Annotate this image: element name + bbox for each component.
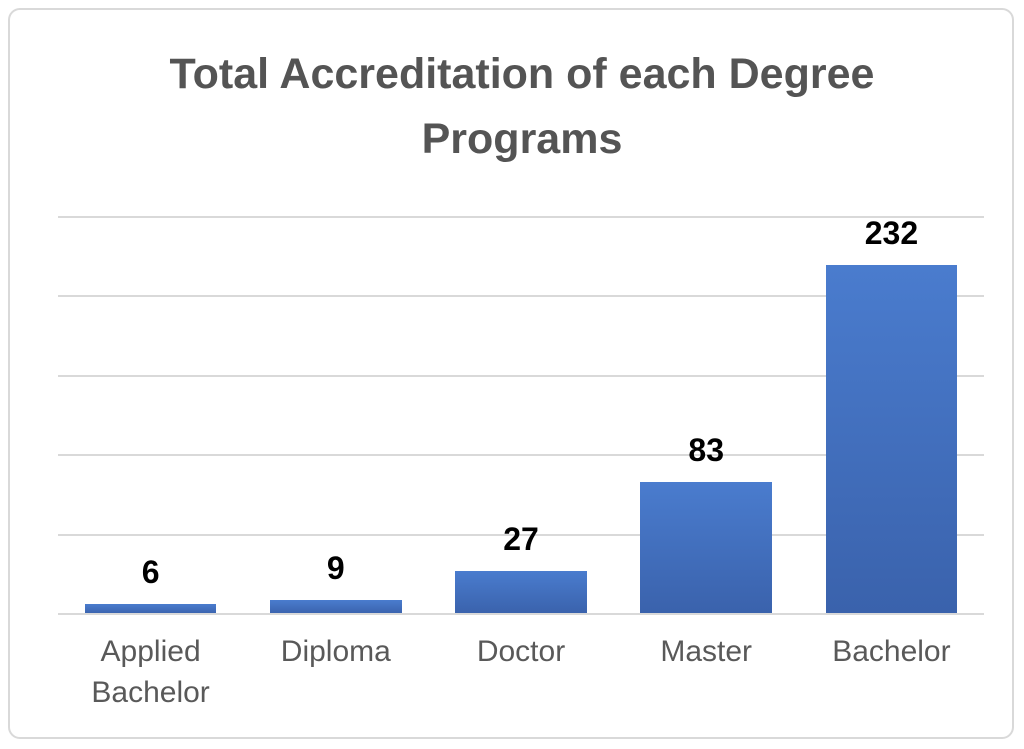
bar-slot-applied-bachelor: 6 <box>58 217 243 614</box>
bar-slot-bachelor: 232 <box>799 217 984 614</box>
bar-doctor <box>455 571 587 614</box>
bar-diploma <box>270 599 402 614</box>
category-axis-labels: Applied Bachelor Diploma Doctor Master Bache… <box>58 632 984 713</box>
category-label-text: Diploma <box>280 635 391 668</box>
gridline-50 <box>58 533 984 536</box>
x-axis-line <box>58 613 984 615</box>
bar-value-label: 27 <box>503 521 539 558</box>
bar-slot-doctor: 27 <box>428 217 613 614</box>
bars-container: 6 9 27 83 232 <box>58 217 984 614</box>
category-label-master: Master <box>614 632 799 713</box>
category-label-diploma: Diploma <box>243 632 428 713</box>
category-label-text: Master <box>660 635 753 668</box>
bar-master <box>640 482 772 614</box>
gridline-200 <box>58 295 984 298</box>
category-label-doctor: Doctor <box>428 632 613 713</box>
category-label-text: Doctor <box>476 635 566 668</box>
category-label-text: Applied Bachelor <box>91 635 210 709</box>
bar-slot-master: 83 <box>614 217 799 614</box>
gridline-250 <box>58 216 984 218</box>
bar-applied-bachelor <box>84 604 217 614</box>
bar-value-label: 83 <box>688 432 724 469</box>
category-label-applied-bachelor: Applied Bachelor <box>58 632 243 713</box>
bar-value-label: 232 <box>864 215 919 251</box>
plot-area: 6 9 27 83 232 <box>58 216 984 615</box>
gridline-100 <box>58 454 984 457</box>
bar-slot-diploma: 9 <box>243 217 428 614</box>
gridline-150 <box>58 374 984 377</box>
bar-bachelor <box>825 265 958 614</box>
category-label-text: Bachelor <box>832 635 951 668</box>
chart-frame: Total Accreditation of each Degree Progr… <box>8 8 1014 739</box>
category-label-bachelor: Bachelor <box>799 632 984 713</box>
chart-title: Total Accreditation of each Degree Progr… <box>169 50 875 163</box>
bar-value-label: 9 <box>326 549 345 586</box>
bar-value-label: 6 <box>141 554 160 591</box>
